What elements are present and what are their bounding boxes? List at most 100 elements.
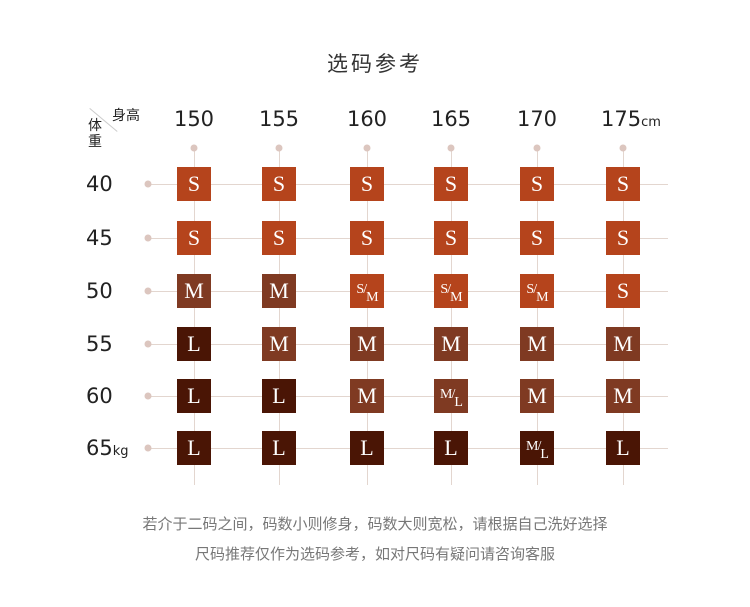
size-label: S — [360, 171, 374, 196]
col-dot — [363, 144, 371, 152]
size-cell: S/M — [350, 274, 384, 308]
grid-col-line — [451, 148, 452, 485]
row-dot — [144, 340, 152, 348]
size-label: S — [444, 171, 458, 196]
row-unit: kg — [112, 444, 129, 459]
size-cell: L — [177, 379, 211, 413]
col-value: 155 — [258, 107, 300, 131]
col-label: 150 — [174, 107, 214, 131]
row-value: 45 — [86, 226, 113, 250]
size-cell: L — [177, 431, 211, 465]
size-split-label: M/L — [440, 387, 463, 410]
size-label: M — [357, 331, 377, 356]
size-label: L — [272, 383, 286, 408]
col-value: 170 — [516, 107, 558, 131]
row-dot — [144, 392, 152, 400]
size-cell: M — [606, 327, 640, 361]
size-cell: L — [606, 431, 640, 465]
col-value: 150 — [173, 107, 215, 131]
size-label: S — [530, 225, 544, 250]
size-label: M — [269, 331, 289, 356]
size-cell: M — [262, 327, 296, 361]
grid-row-line — [148, 291, 668, 292]
grid-row-line — [148, 448, 668, 449]
size-label: M — [269, 278, 289, 303]
grid-row-line — [148, 396, 668, 397]
size-cell: S — [262, 221, 296, 255]
size-cell: S/M — [434, 274, 468, 308]
size-label: L — [187, 435, 201, 460]
size-cell: M — [520, 379, 554, 413]
size-cell: M/L — [434, 379, 468, 413]
row-dot — [144, 287, 152, 295]
col-label: 165 — [431, 107, 471, 131]
col-label: 175cm — [601, 107, 661, 131]
col-value: 165 — [430, 107, 472, 131]
note-line-1: 若介于二码之间，码数小则修身，码数大则宽松，请根据自己洗好选择 — [142, 515, 608, 533]
size-label: S — [360, 225, 374, 250]
size-cell: S — [606, 167, 640, 201]
size-cell: M — [520, 327, 554, 361]
row-label: 45 — [86, 226, 113, 250]
row-value: 50 — [86, 279, 113, 303]
size-cell: S — [606, 221, 640, 255]
size-label: S — [187, 225, 201, 250]
size-cell: L — [434, 431, 468, 465]
size-label: L — [360, 435, 374, 460]
size-label: M — [527, 331, 547, 356]
row-dot — [144, 444, 152, 452]
size-cell: M — [262, 274, 296, 308]
size-label: L — [187, 383, 201, 408]
page-title: 选码参考 — [327, 52, 423, 76]
size-label: S — [616, 225, 630, 250]
size-cell: S — [434, 167, 468, 201]
grid-col-line — [623, 148, 624, 485]
size-cell: S — [434, 221, 468, 255]
size-cell: L — [177, 327, 211, 361]
size-cell: S — [350, 221, 384, 255]
row-value: 65 — [86, 436, 113, 460]
size-label: S — [616, 278, 630, 303]
size-split-label: M/L — [526, 439, 549, 462]
size-label: L — [444, 435, 458, 460]
size-cell: S — [177, 167, 211, 201]
col-value: 175 — [601, 107, 642, 131]
col-dot — [447, 144, 455, 152]
size-cell: M — [434, 327, 468, 361]
size-label: S — [444, 225, 458, 250]
size-cell: M — [177, 274, 211, 308]
size-cell: L — [262, 379, 296, 413]
size-label: L — [187, 331, 201, 356]
grid-row-line — [148, 238, 668, 239]
size-label: S — [272, 171, 286, 196]
size-cell: S — [262, 167, 296, 201]
size-label: M — [357, 383, 377, 408]
size-label: M — [613, 331, 633, 356]
size-split-label: S/M — [356, 282, 378, 305]
col-label: 155 — [259, 107, 299, 131]
row-label: 55 — [86, 332, 113, 356]
size-cell: S — [177, 221, 211, 255]
size-label: M — [184, 278, 204, 303]
size-split-label: S/M — [440, 282, 462, 305]
size-label: S — [530, 171, 544, 196]
size-cell: S/M — [520, 274, 554, 308]
row-value: 60 — [86, 384, 113, 408]
col-dot — [619, 144, 627, 152]
size-cell: M — [350, 327, 384, 361]
size-label: M — [613, 383, 633, 408]
size-label: L — [272, 435, 286, 460]
size-label: S — [187, 171, 201, 196]
row-label: 60 — [86, 384, 113, 408]
grid-col-line — [367, 148, 368, 485]
size-cell: M/L — [520, 431, 554, 465]
size-cell: M — [350, 379, 384, 413]
size-label: M — [527, 383, 547, 408]
size-cell: M — [606, 379, 640, 413]
col-value: 160 — [346, 107, 388, 131]
col-dot — [275, 144, 283, 152]
size-label: S — [272, 225, 286, 250]
col-dot — [533, 144, 541, 152]
size-cell: S — [520, 221, 554, 255]
